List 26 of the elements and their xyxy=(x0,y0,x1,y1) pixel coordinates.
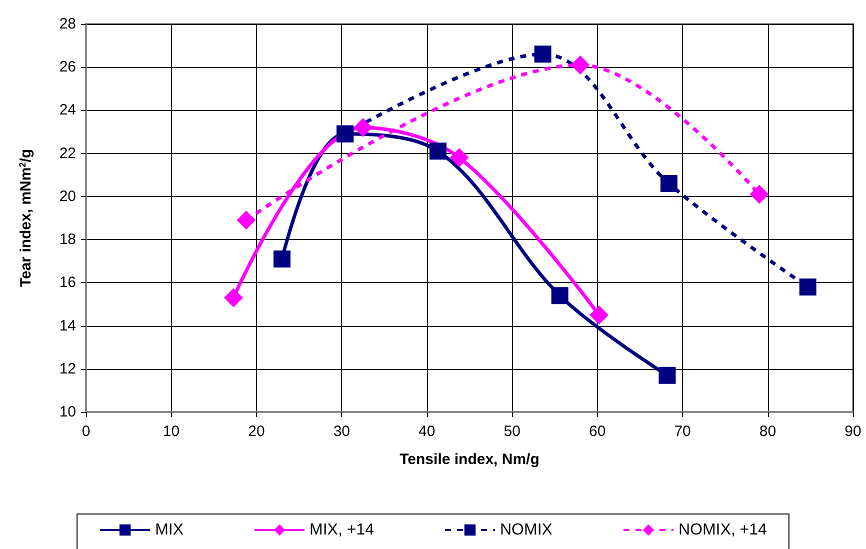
x-tick-label: 90 xyxy=(844,423,862,440)
x-tick-label: 40 xyxy=(418,423,436,440)
x-tick-label: 20 xyxy=(248,423,265,440)
y-tick-label: 26 xyxy=(59,58,76,76)
x-tick-label: 10 xyxy=(162,423,180,440)
y-tick-label: 24 xyxy=(59,102,76,119)
x-tick-label: 50 xyxy=(504,423,520,440)
x-tick-label: 30 xyxy=(333,423,350,440)
legend-label: NOMIX xyxy=(500,522,553,538)
y-tick-label: 12 xyxy=(59,360,76,378)
x-tick-label: 0 xyxy=(82,423,90,440)
y-tick-label: 16 xyxy=(59,274,76,292)
x-tick-label: 80 xyxy=(759,423,776,440)
y-tick-label: 10 xyxy=(59,404,76,420)
y-tick-label: 14 xyxy=(59,317,76,334)
x-tick-label: 70 xyxy=(674,423,691,440)
y-tick-label: 18 xyxy=(59,231,76,248)
legend-label: MIX xyxy=(155,522,184,538)
y-tick-label: 22 xyxy=(59,144,76,162)
legend-label: NOMIX, +14 xyxy=(678,522,768,538)
y-tick-label: 20 xyxy=(59,188,76,205)
x-axis-title: Tensile index, Nm/g xyxy=(400,451,540,468)
y-axis-title: Tear index, mNm2/g xyxy=(18,148,34,288)
x-tick-label: 60 xyxy=(588,423,606,440)
y-tick-label: 28 xyxy=(59,16,76,32)
legend-label: MIX, +14 xyxy=(310,522,374,538)
